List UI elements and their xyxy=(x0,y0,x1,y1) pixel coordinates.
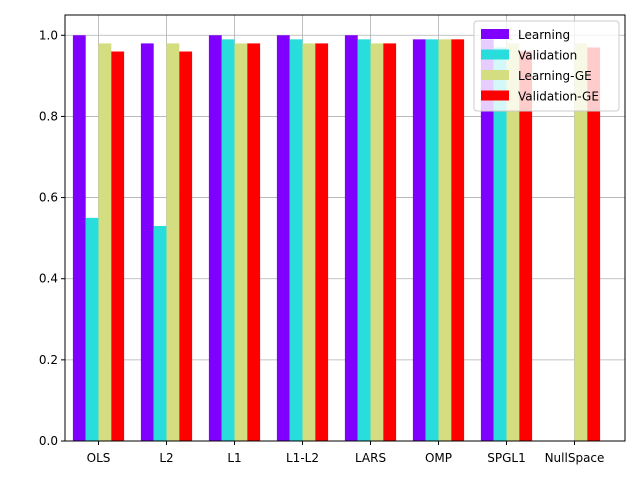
x-tick-label: SPGL1 xyxy=(487,451,525,465)
bar-validation-l2 xyxy=(153,225,167,441)
legend-box xyxy=(473,20,620,112)
legend-label: Learning-GE xyxy=(518,69,592,83)
bar-learning-ge-l1 xyxy=(234,43,248,442)
legend-swatch xyxy=(481,29,509,39)
y-tick-label: 0.0 xyxy=(39,434,58,448)
legend: Learning Validation Learning-GE Validation-… xyxy=(473,20,620,112)
bar-validation-ge-lars xyxy=(383,43,397,442)
bar-learning-ge-l1-l2 xyxy=(302,43,316,442)
legend-swatch xyxy=(481,49,509,60)
y-tick-label: 0.6 xyxy=(39,191,58,205)
bar-validation-ge-l1 xyxy=(247,43,261,442)
bar-learning-omp xyxy=(412,39,426,441)
bar-validation-spgl1 xyxy=(493,47,507,441)
bar-learning-ge-lars xyxy=(370,43,384,442)
x-tick-label: LARS xyxy=(355,451,386,465)
y-tick-label: 1.0 xyxy=(39,28,58,42)
y-tick-label: 0.2 xyxy=(39,353,58,367)
y-tick-label: 0.4 xyxy=(39,272,58,286)
x-tick-label: OMP xyxy=(425,451,452,465)
legend-label: Validation-GE xyxy=(518,90,599,104)
bar-validation-l1-l2 xyxy=(289,39,303,441)
x-tick-label: L1 xyxy=(227,451,241,465)
bar-validation-ge-omp xyxy=(451,39,465,441)
bar-learning-ge-ols xyxy=(98,43,112,442)
bar-validation-ge-l2 xyxy=(179,51,193,442)
x-tick-label: L2 xyxy=(159,451,173,465)
legend-swatch xyxy=(481,70,509,80)
bar-learning-spgl1 xyxy=(480,39,494,441)
bar-validation-ge-l1-l2 xyxy=(315,43,329,442)
bar-learning-ols xyxy=(72,35,86,442)
bar-learning-ge-l2 xyxy=(166,43,180,442)
x-tick-label: L1-L2 xyxy=(286,451,319,465)
legend-label: Validation xyxy=(518,49,577,63)
x-tick-label: OLS xyxy=(87,451,111,465)
y-tick-label: 0.8 xyxy=(39,109,58,123)
x-tick-label: NullSpace xyxy=(545,451,605,465)
bar-validation-ge-ols xyxy=(111,51,125,442)
bar-validation-omp xyxy=(425,39,439,441)
axes-layer: 0.0 0.2 0.4 0.6 0.8 1.0 OLS L2 L1 L1-L2 LARS OMP SPG… xyxy=(39,14,626,465)
bar-learning-ge-spgl1 xyxy=(506,43,520,442)
bar-validation-lars xyxy=(357,39,371,441)
bar-learning-ge-nullspace xyxy=(574,43,588,442)
plot-frame xyxy=(64,14,626,442)
bar-learning-ge-omp xyxy=(438,39,452,441)
bar-learning-lars xyxy=(344,35,358,442)
bar-validation-ge-spgl1 xyxy=(519,51,533,442)
bar-learning-l1 xyxy=(208,35,222,442)
bar-validation-l1 xyxy=(221,39,235,441)
legend-label: Learning xyxy=(518,28,570,42)
legend-swatch xyxy=(481,90,509,101)
bar-learning-l2 xyxy=(140,43,154,442)
bar-learning-l1-l2 xyxy=(276,35,290,442)
bars-layer xyxy=(72,35,601,442)
bar-validation-ge-nullspace xyxy=(587,47,601,441)
bar-validation-ols xyxy=(85,217,99,441)
